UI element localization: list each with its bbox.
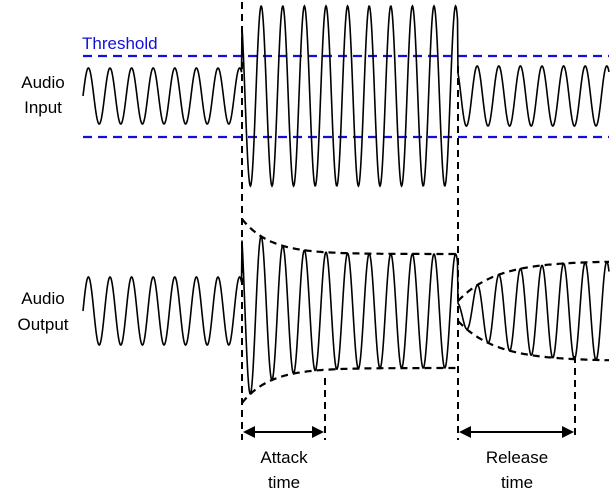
attack-time-label-line2: time (268, 473, 300, 492)
attack-envelope-upper (241, 218, 458, 256)
release-envelope-lower (457, 320, 609, 362)
release-time-arrow (459, 426, 574, 438)
attack-time-arrow (243, 426, 324, 438)
audio-output-label-line1: Audio (21, 289, 64, 308)
attack-time-label-line1: Attack (260, 448, 308, 467)
attack-envelope-lower (241, 366, 458, 404)
release-time-label-line1: Release (486, 448, 548, 467)
threshold-label: Threshold (82, 34, 158, 53)
release-time-label-line2: time (501, 473, 533, 492)
audio-input-label-line1: Audio (21, 73, 64, 92)
audio-input-label-line2: Input (24, 98, 62, 117)
input-waveform (82, 4, 610, 188)
audio-output-label-line2: Output (17, 315, 68, 334)
output-waveform (82, 235, 610, 395)
release-envelope-upper (457, 260, 609, 302)
